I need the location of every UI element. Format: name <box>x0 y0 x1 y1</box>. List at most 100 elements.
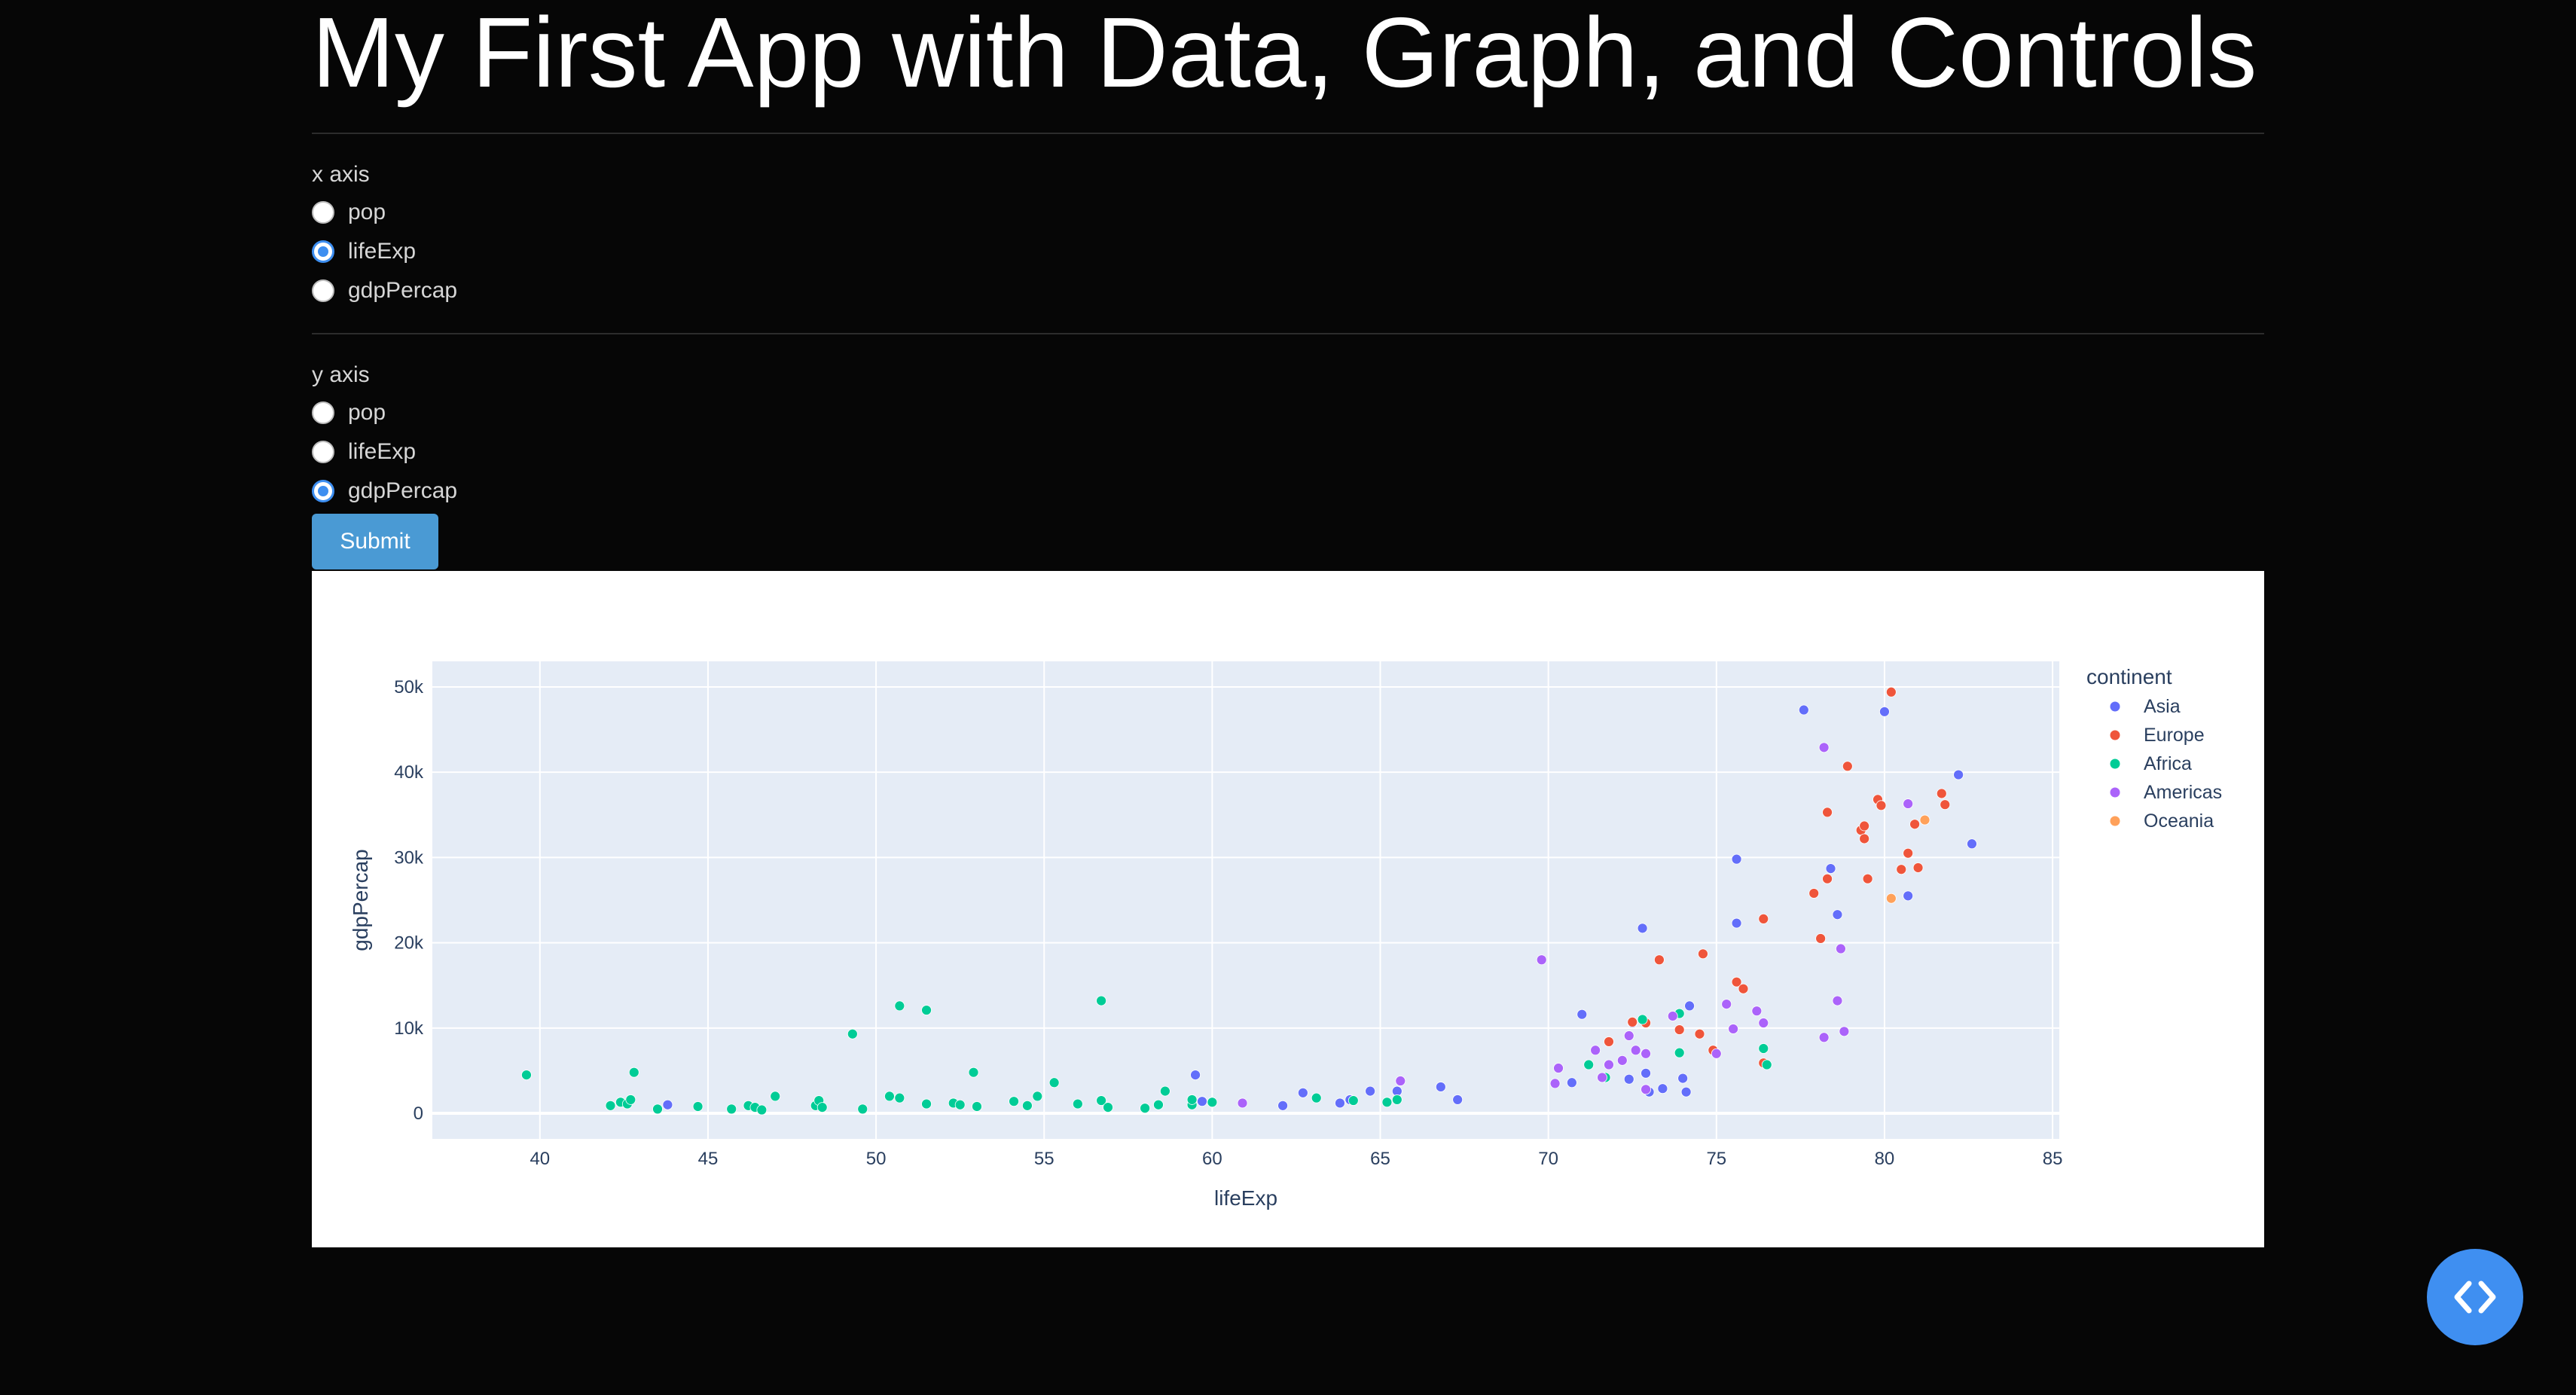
data-point <box>605 1100 616 1111</box>
data-point <box>1637 1014 1648 1025</box>
data-point <box>894 1000 905 1012</box>
data-point <box>1903 847 1914 859</box>
data-point <box>1553 1063 1564 1073</box>
data-point <box>1623 1073 1634 1085</box>
data-point <box>1940 799 1951 810</box>
radio-button[interactable] <box>312 201 334 224</box>
data-point <box>1297 1087 1308 1098</box>
data-point <box>1674 1024 1685 1035</box>
data-point <box>1818 742 1830 753</box>
data-point <box>1731 917 1742 929</box>
y-axis-option-gdppercap[interactable]: gdpPercap <box>312 475 457 508</box>
data-point <box>1096 1095 1106 1106</box>
data-point <box>1832 995 1843 1006</box>
data-point <box>625 1094 636 1105</box>
data-point <box>1627 1016 1638 1027</box>
legend-marker <box>2110 759 2120 769</box>
data-point <box>1623 1030 1634 1041</box>
data-point <box>1936 788 1947 799</box>
x-tick-label: 85 <box>2043 1149 2063 1169</box>
data-point <box>1641 1067 1651 1079</box>
radio-button[interactable] <box>312 401 334 424</box>
data-point <box>1953 769 1964 780</box>
data-point <box>1842 761 1853 772</box>
legend-marker <box>2110 701 2120 712</box>
data-point <box>1859 820 1870 832</box>
data-point <box>816 1102 828 1113</box>
data-point <box>1808 888 1820 899</box>
x-axis-radio-group: x axis pop lifeExp gdpPercap <box>312 161 990 312</box>
y-tick-label: 20k <box>394 933 424 954</box>
data-point <box>921 1098 932 1110</box>
data-point <box>1862 873 1873 884</box>
data-point <box>1604 1036 1614 1047</box>
data-point <box>1604 1059 1614 1070</box>
radio-label: lifeExp <box>348 439 417 464</box>
data-point <box>1311 1092 1322 1103</box>
data-point <box>1583 1059 1595 1070</box>
legend-item-label: Europe <box>2144 725 2205 746</box>
x-axis-option-lifeexp[interactable]: lifeExp <box>312 235 416 268</box>
data-point <box>1684 1000 1695 1012</box>
data-point <box>1836 943 1846 954</box>
data-point <box>1758 914 1769 924</box>
data-point <box>954 1099 966 1110</box>
data-point <box>1435 1082 1446 1092</box>
data-point <box>1839 1026 1850 1037</box>
data-point <box>1597 1072 1607 1083</box>
data-point <box>1186 1094 1198 1105</box>
data-point <box>1654 954 1665 966</box>
divider <box>312 133 2264 134</box>
submit-button[interactable]: Submit <box>312 514 438 569</box>
data-point <box>1751 1006 1763 1017</box>
radio-button-selected[interactable] <box>312 240 334 263</box>
data-point <box>652 1103 663 1115</box>
scatter-chart-svg[interactable]: 40 45 50 55 60 65 70 75 80 85 0 10k 20k 30k 40k 50k life… <box>312 571 2264 1247</box>
data-point <box>1967 838 1977 850</box>
data-point <box>1452 1094 1463 1105</box>
y-tick-label: 0 <box>414 1103 423 1124</box>
x-axis-label: x axis <box>312 162 370 187</box>
radio-label: pop <box>348 200 386 224</box>
plot-area <box>432 661 2059 1139</box>
radio-button[interactable] <box>312 441 334 463</box>
data-point <box>1674 1047 1685 1058</box>
y-axis-label: y axis <box>312 362 370 387</box>
data-point <box>1348 1095 1359 1106</box>
x-tick-label: 75 <box>1706 1149 1726 1169</box>
data-point <box>1758 1018 1769 1028</box>
data-point <box>1641 1048 1651 1059</box>
data-point <box>1103 1102 1113 1113</box>
data-point <box>1381 1097 1393 1108</box>
data-point <box>1667 1011 1678 1021</box>
data-point <box>628 1067 639 1078</box>
data-point <box>770 1091 781 1102</box>
data-point <box>1698 948 1708 960</box>
code-toggle-button[interactable] <box>2427 1249 2523 1345</box>
data-point <box>1630 1045 1641 1056</box>
x-axis-option-pop[interactable]: pop <box>312 196 386 229</box>
radio-button[interactable] <box>312 279 334 302</box>
y-axis-option-pop[interactable]: pop <box>312 396 386 429</box>
data-point <box>1721 999 1732 1010</box>
data-point <box>1657 1083 1668 1094</box>
radio-label: gdpPercap <box>348 478 458 503</box>
data-point <box>1818 1032 1830 1043</box>
radio-button-selected[interactable] <box>312 480 334 502</box>
data-point <box>1885 893 1897 904</box>
y-axis-option-lifeexp[interactable]: lifeExp <box>312 435 416 469</box>
data-point <box>1590 1045 1601 1056</box>
legend-marker <box>2110 730 2120 740</box>
data-point <box>1912 862 1924 873</box>
data-point <box>1832 909 1843 920</box>
x-tick-label: 65 <box>1370 1149 1390 1169</box>
data-point <box>1637 923 1648 934</box>
data-point <box>756 1104 768 1116</box>
x-axis-option-gdppercap[interactable]: gdpPercap <box>312 274 457 307</box>
scatter-graph[interactable]: 40 45 50 55 60 65 70 75 80 85 0 10k 20k 30k 40k 50k life… <box>312 571 2264 1247</box>
code-icon <box>2454 1281 2496 1314</box>
data-point <box>1758 1043 1769 1054</box>
data-point <box>1731 853 1742 865</box>
data-point <box>1859 833 1870 844</box>
data-point <box>1048 1077 1060 1088</box>
